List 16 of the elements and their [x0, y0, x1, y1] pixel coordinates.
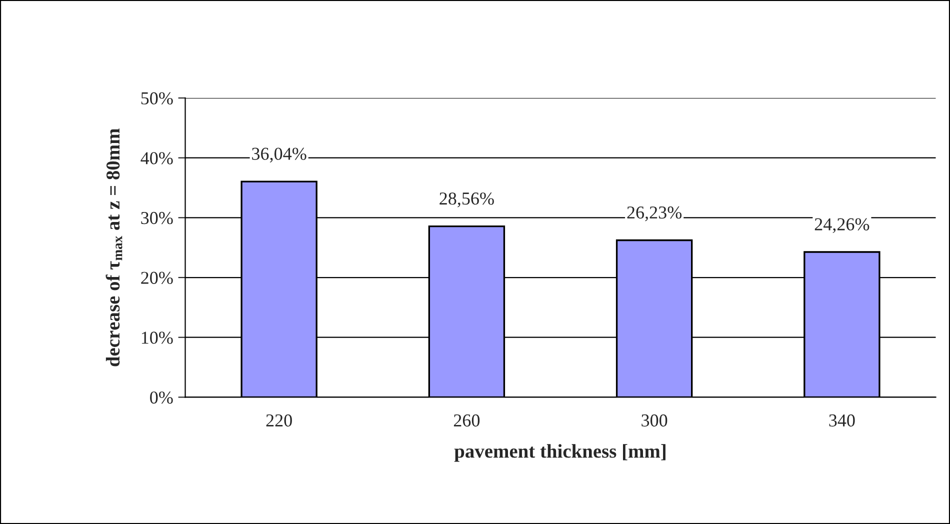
- x-tick-label: 260: [454, 414, 480, 427]
- y-tick-label: 0%: [150, 391, 173, 404]
- y-tick-label: 40%: [140, 152, 173, 164]
- data-label: 26,23%: [627, 206, 682, 222]
- y-axis-title: decrease of τ$_{max}$ at z = 80mm: [106, 128, 122, 366]
- x-axis-title: pavement thickness [mm]: [454, 444, 666, 462]
- y-tick-label: 50%: [141, 92, 173, 104]
- data-label: 36,04%: [252, 148, 306, 163]
- y-tick-label: 20%: [141, 272, 173, 284]
- y-tick-label: 10%: [142, 332, 173, 344]
- data-label: 24,26%: [814, 218, 870, 233]
- y-tick-label: 30%: [141, 212, 173, 224]
- x-tick-label: 300: [642, 414, 668, 427]
- data-label: 28,56%: [440, 192, 494, 208]
- x-tick-label: 220: [266, 414, 292, 427]
- x-tick-label: 340: [829, 414, 855, 427]
